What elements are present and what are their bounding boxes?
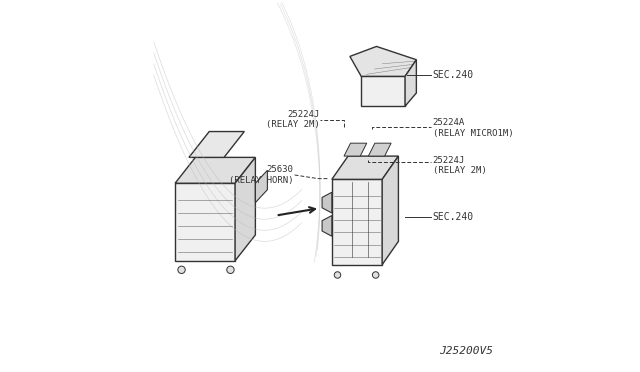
- Text: SEC.240: SEC.240: [433, 212, 474, 222]
- Polygon shape: [255, 170, 268, 203]
- Polygon shape: [361, 76, 405, 106]
- Polygon shape: [322, 215, 332, 236]
- Polygon shape: [175, 157, 255, 183]
- Text: SEC.240: SEC.240: [433, 70, 474, 80]
- Polygon shape: [405, 60, 417, 106]
- Text: 25630
(RELAY HORN): 25630 (RELAY HORN): [229, 165, 293, 185]
- Polygon shape: [332, 179, 382, 264]
- Text: 25224J
(RELAY 2M): 25224J (RELAY 2M): [433, 156, 486, 175]
- Polygon shape: [382, 156, 399, 264]
- Polygon shape: [369, 143, 391, 156]
- Circle shape: [178, 266, 185, 273]
- Polygon shape: [175, 183, 235, 261]
- Polygon shape: [235, 157, 255, 261]
- Polygon shape: [332, 156, 399, 179]
- Text: 25224A
(RELAY MICRO1M): 25224A (RELAY MICRO1M): [433, 118, 513, 138]
- Circle shape: [227, 266, 234, 273]
- Circle shape: [334, 272, 340, 278]
- Text: 25224J
(RELAY 2M): 25224J (RELAY 2M): [266, 110, 319, 129]
- Polygon shape: [344, 143, 367, 156]
- Polygon shape: [189, 132, 244, 157]
- Polygon shape: [350, 46, 417, 76]
- Circle shape: [372, 272, 379, 278]
- Polygon shape: [322, 192, 332, 213]
- Text: J25200V5: J25200V5: [440, 346, 493, 356]
